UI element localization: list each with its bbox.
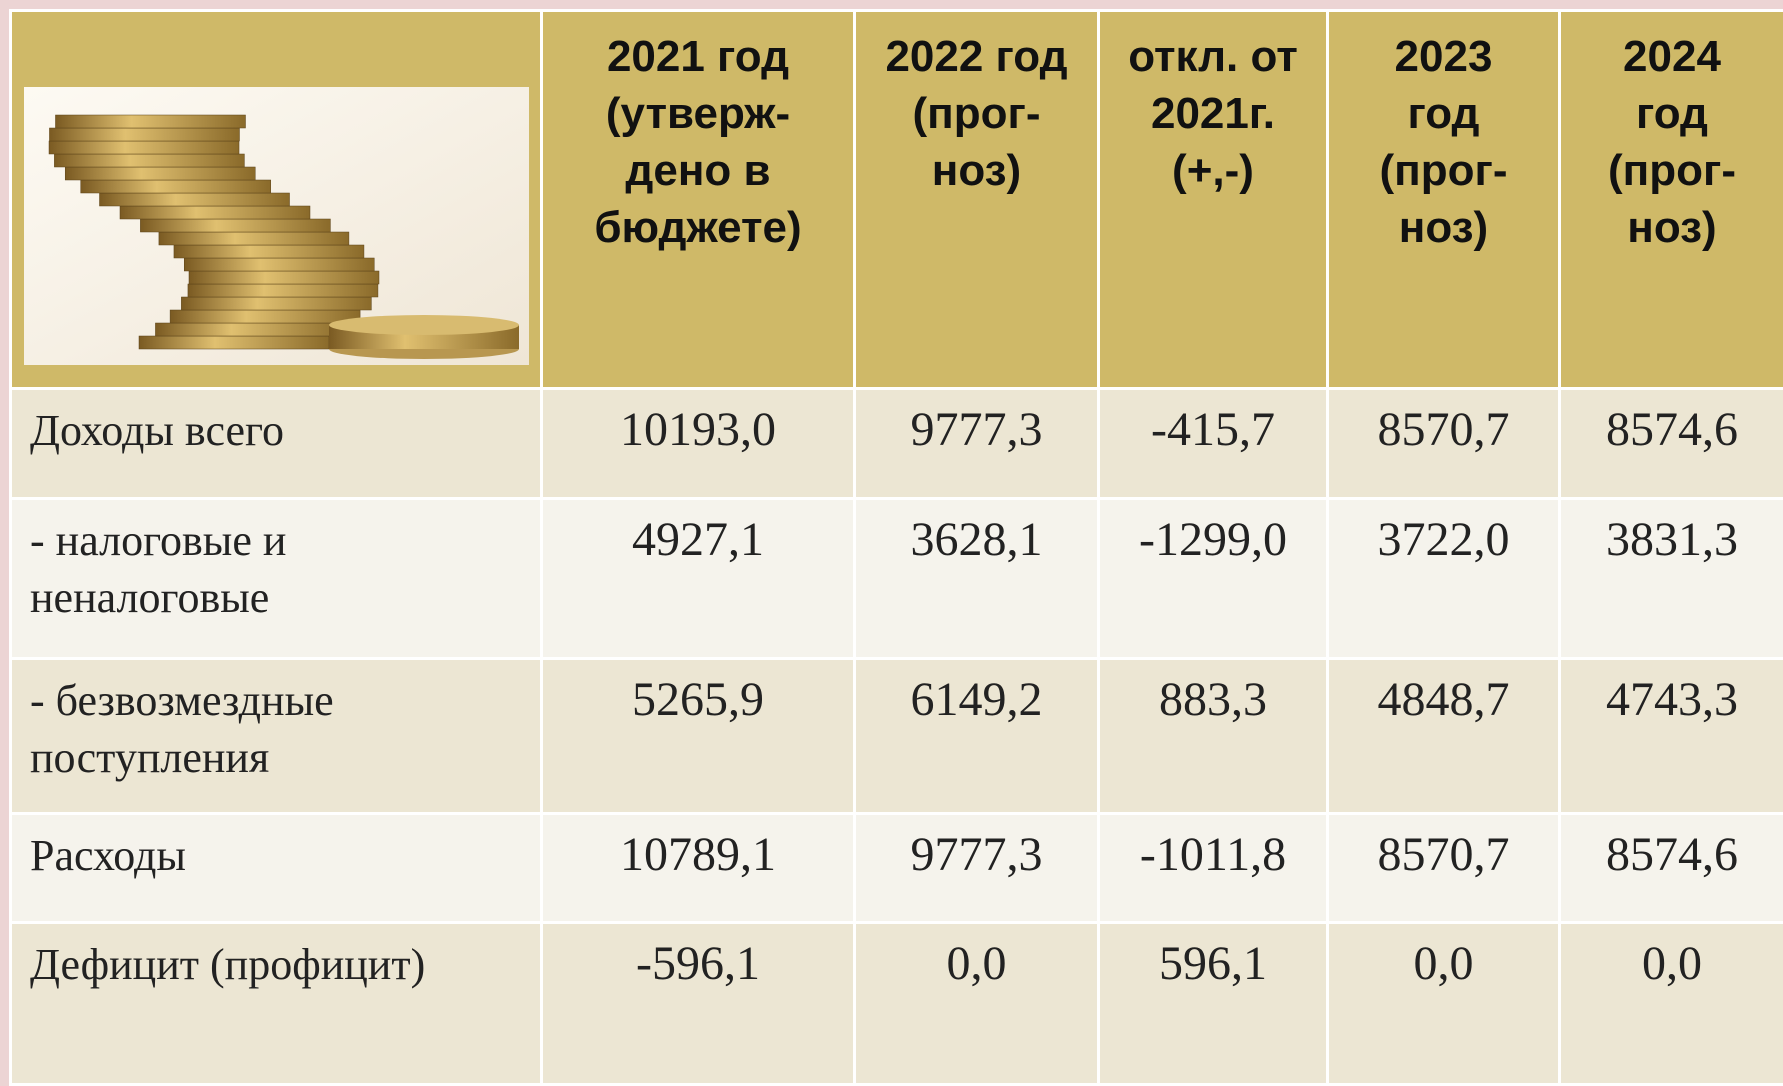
cell-value: -596,1 <box>542 923 855 1085</box>
cell-value: 8574,6 <box>1560 814 1783 923</box>
cell-value: 9777,3 <box>855 814 1099 923</box>
cell-value: 0,0 <box>1328 923 1560 1085</box>
column-header: 2023 год (прог- ноз) <box>1328 11 1560 389</box>
cell-value: 8570,7 <box>1328 814 1560 923</box>
budget-table: 2021 год (утверж- дено в бюджете)2022 го… <box>9 9 1783 1086</box>
cell-value: -1011,8 <box>1099 814 1328 923</box>
cell-value: 0,0 <box>1560 923 1783 1085</box>
column-header: 2022 год (прог- ноз) <box>855 11 1099 389</box>
header-row: 2021 год (утверж- дено в бюджете)2022 го… <box>11 11 1783 389</box>
cell-value: 10193,0 <box>542 389 855 499</box>
row-label: - налоговые и неналоговые <box>11 499 542 659</box>
cell-value: -1299,0 <box>1099 499 1328 659</box>
cell-value: 8570,7 <box>1328 389 1560 499</box>
cell-value: 6149,2 <box>855 659 1099 814</box>
coins-image <box>24 87 529 365</box>
page: 2021 год (утверж- дено в бюджете)2022 го… <box>0 0 1783 995</box>
cell-value: 3722,0 <box>1328 499 1560 659</box>
cell-value: 883,3 <box>1099 659 1328 814</box>
cell-value: -415,7 <box>1099 389 1328 499</box>
cell-value: 4743,3 <box>1560 659 1783 814</box>
row-label: - безвозмездные поступления <box>11 659 542 814</box>
cell-value: 3831,3 <box>1560 499 1783 659</box>
coins-image-cell <box>11 11 542 389</box>
cell-value: 596,1 <box>1099 923 1328 1085</box>
column-header: 2024 год (прог- ноз) <box>1560 11 1783 389</box>
row-label: Дефицит (профицит) <box>11 923 542 1085</box>
cell-value: 0,0 <box>855 923 1099 1085</box>
cell-value: 9777,3 <box>855 389 1099 499</box>
cell-value: 4927,1 <box>542 499 855 659</box>
row-label: Доходы всего <box>11 389 542 499</box>
cell-value: 10789,1 <box>542 814 855 923</box>
cell-value: 4848,7 <box>1328 659 1560 814</box>
column-header: откл. от 2021г. (+,-) <box>1099 11 1328 389</box>
cell-value: 5265,9 <box>542 659 855 814</box>
column-header: 2021 год (утверж- дено в бюджете) <box>542 11 855 389</box>
cell-value: 8574,6 <box>1560 389 1783 499</box>
row-label: Расходы <box>11 814 542 923</box>
cell-value: 3628,1 <box>855 499 1099 659</box>
